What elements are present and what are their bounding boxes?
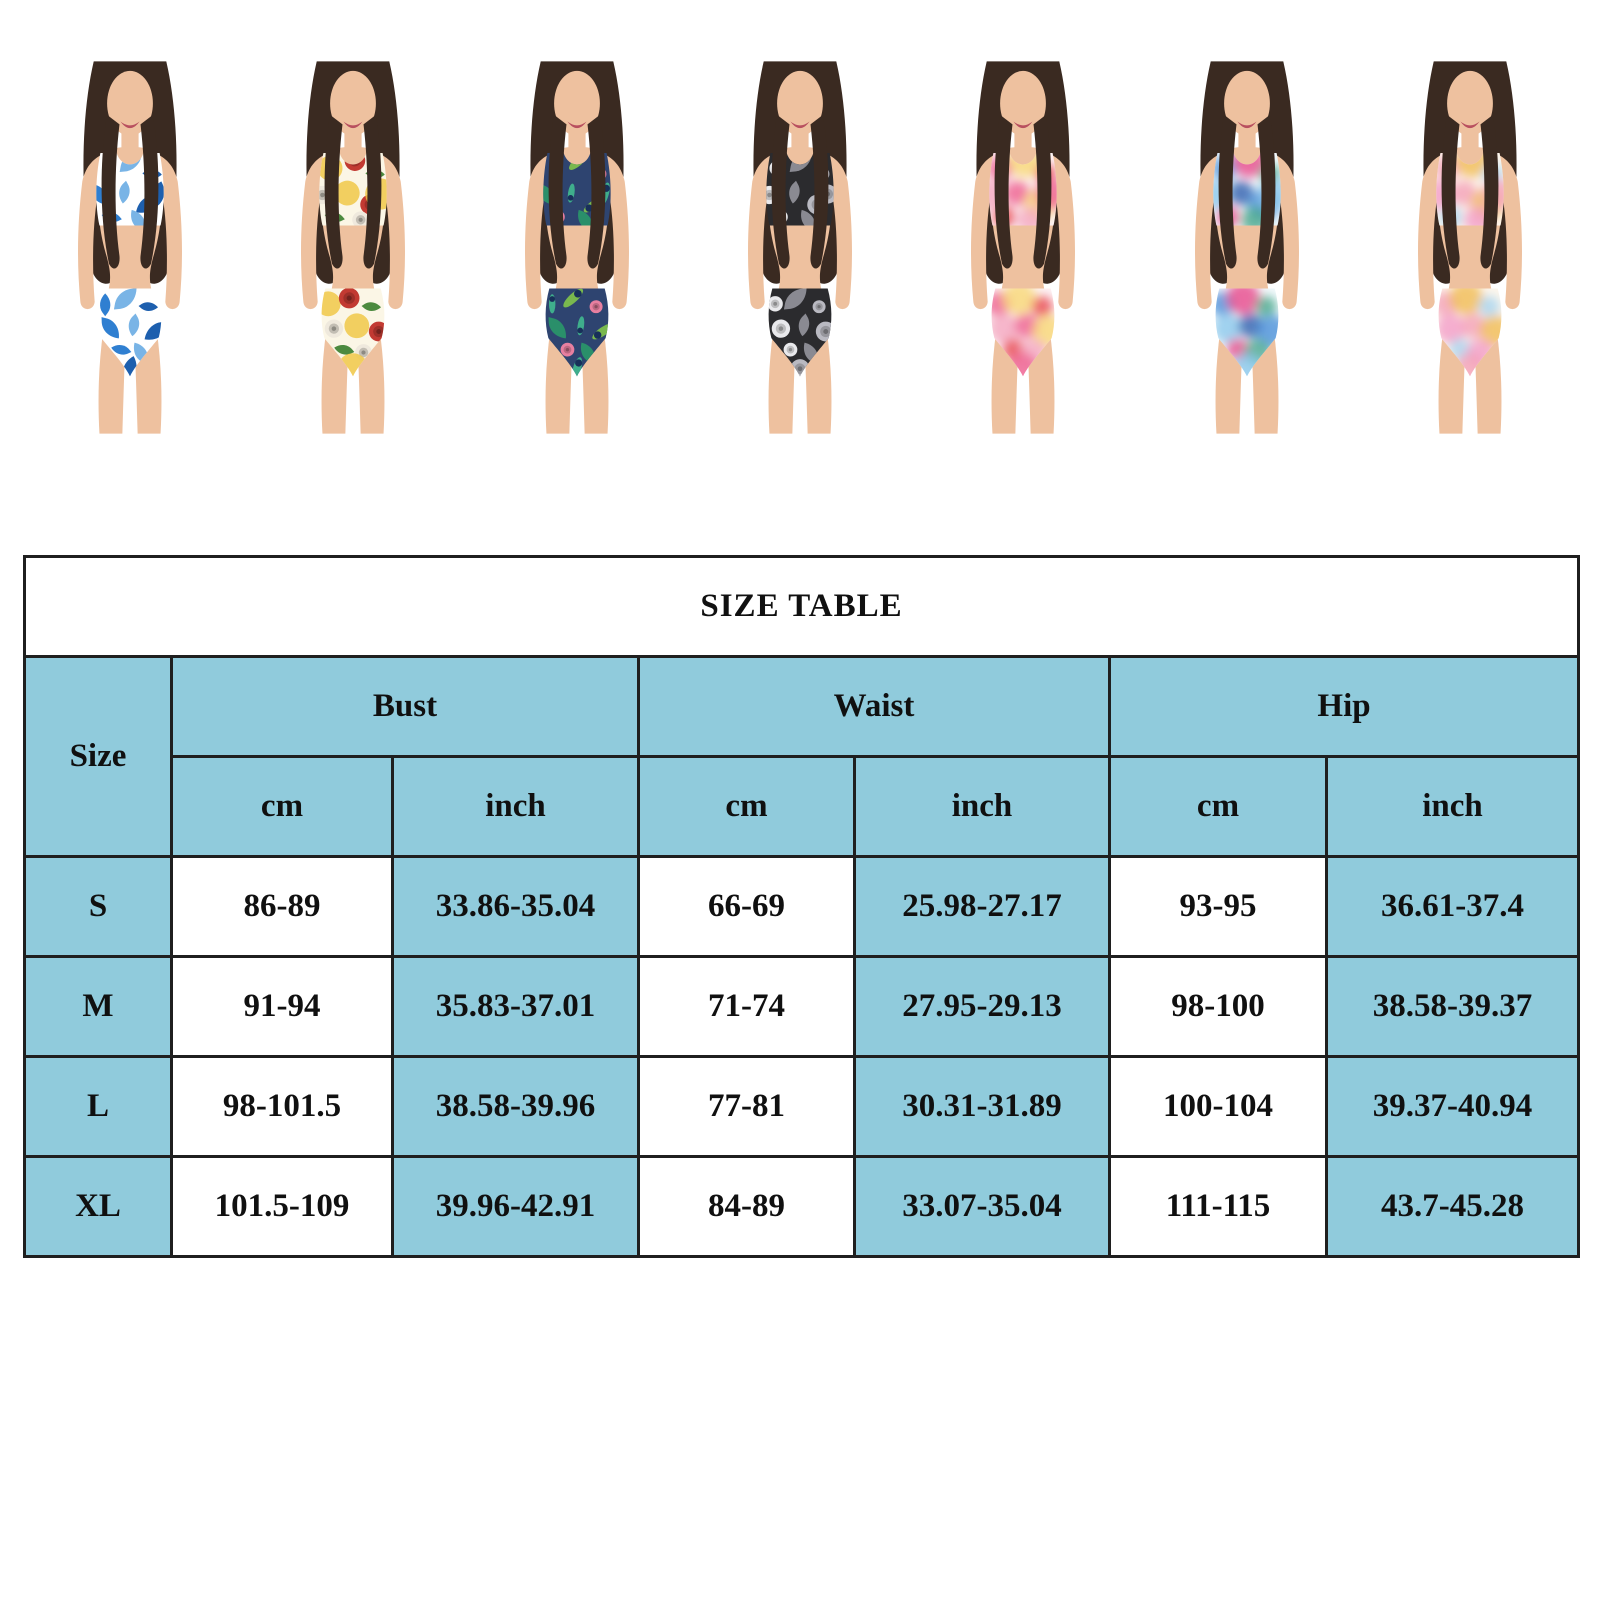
table-row-l: L 98-101.5 38.58-39.96 77-81 30.31-31.89… [23, 1055, 1581, 1158]
bust-group-header: Bust [170, 655, 640, 758]
table-cell: 33.07-35.04 [853, 1155, 1111, 1258]
product-photo-blue-pink-tiedye-bikini [1142, 55, 1352, 440]
product-photo-yellow-floral-bikini [248, 55, 458, 440]
table-cell: 33.86-35.04 [391, 855, 640, 958]
hip-inch-header: inch [1324, 755, 1581, 858]
table-cell: 100-104 [1108, 1055, 1328, 1158]
table-cell: 77-81 [637, 1055, 856, 1158]
table-row-xl: XL 101.5-109 39.96-42.91 84-89 33.07-35.… [23, 1155, 1581, 1258]
size-table-title: SIZE TABLE [22, 555, 1581, 658]
waist-inch-header: inch [853, 755, 1111, 858]
table-cell: 71-74 [637, 955, 856, 1058]
size-label: XL [23, 1155, 173, 1258]
table-cell: 30.31-31.89 [853, 1055, 1111, 1158]
table-cell: 39.96-42.91 [391, 1155, 640, 1258]
bikini-model-illustration [971, 61, 1076, 434]
table-cell: 86-89 [170, 855, 394, 958]
bikini-model-illustration [1417, 61, 1522, 434]
waist-cm-header: cm [637, 755, 856, 858]
table-cell: 98-101.5 [170, 1055, 394, 1158]
product-photo-peacock-tropical-bikini [472, 55, 682, 440]
bikini-model-illustration [301, 61, 406, 434]
size-column-header: Size [23, 655, 173, 858]
product-photo-pastel-tiedye-bikini [1365, 55, 1575, 440]
table-cell: 43.7-45.28 [1324, 1155, 1581, 1258]
bust-cm-header: cm [170, 755, 394, 858]
size-label: L [23, 1055, 173, 1158]
waist-group-header: Waist [637, 655, 1111, 758]
bust-inch-header: inch [391, 755, 640, 858]
table-cell: 101.5-109 [170, 1155, 394, 1258]
table-cell: 25.98-27.17 [853, 855, 1111, 958]
size-label: S [23, 855, 173, 958]
table-cell: 66-69 [637, 855, 856, 958]
table-cell: 38.58-39.96 [391, 1055, 640, 1158]
table-cell: 36.61-37.4 [1324, 855, 1581, 958]
table-cell: 91-94 [170, 955, 394, 1058]
table-cell: 38.58-39.37 [1324, 955, 1581, 1058]
table-cell: 84-89 [637, 1155, 856, 1258]
table-cell: 27.95-29.13 [853, 955, 1111, 1058]
table-group-header-row: Size Bust Waist Hip [23, 655, 1581, 858]
table-cell: 111-115 [1108, 1155, 1328, 1258]
bikini-model-illustration [78, 61, 182, 434]
bikini-model-illustration [1194, 61, 1299, 434]
size-table: SIZE TABLE Size Bust Waist Hip cm inch c… [22, 555, 1581, 1258]
bikini-model-illustration [524, 61, 629, 434]
table-unit-header-row: cm inch cm inch cm inch [25, 755, 1581, 858]
table-cell: 98-100 [1108, 955, 1328, 1058]
table-cell: 35.83-37.01 [391, 955, 640, 1058]
hip-group-header: Hip [1107, 655, 1581, 758]
product-photo-pink-yellow-tiedye-bikini [918, 55, 1128, 440]
bikini-model-illustration [747, 61, 852, 434]
table-row-m: M 91-94 35.83-37.01 71-74 27.95-29.13 98… [23, 955, 1581, 1058]
product-photo-blue-tropical-leaf-bikini [25, 55, 235, 440]
product-photo-black-white-floral-bikini [695, 55, 905, 440]
product-gallery [0, 55, 1600, 440]
table-row-s: S 86-89 33.86-35.04 66-69 25.98-27.17 93… [23, 855, 1581, 958]
hip-cm-header: cm [1108, 755, 1328, 858]
table-cell: 39.37-40.94 [1324, 1055, 1581, 1158]
size-label: M [23, 955, 173, 1058]
table-cell: 93-95 [1108, 855, 1328, 958]
table-title-row: SIZE TABLE [22, 555, 1581, 658]
